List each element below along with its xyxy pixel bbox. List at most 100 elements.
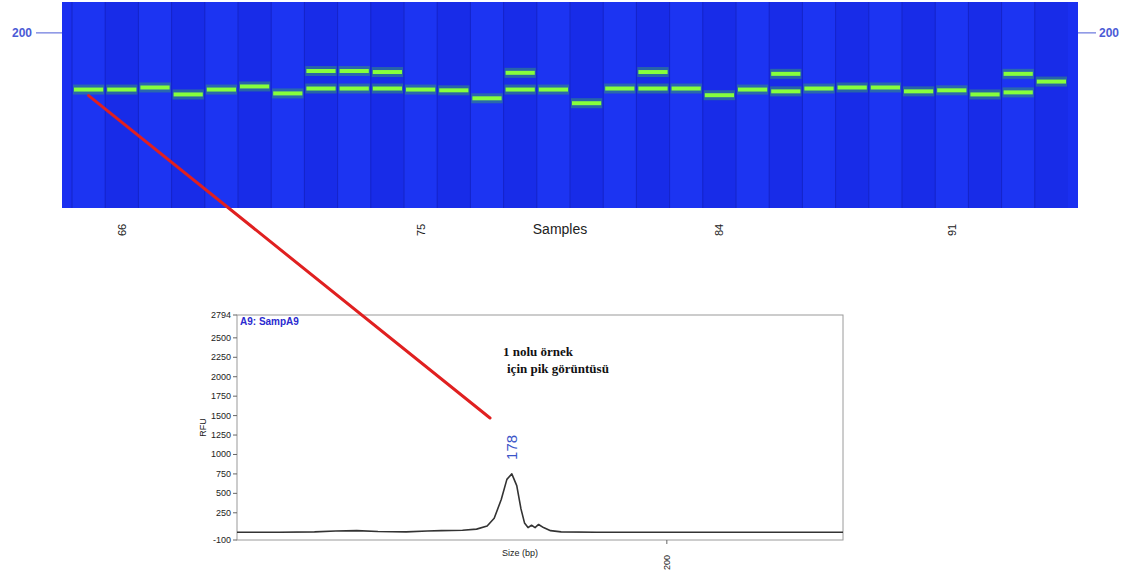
ytick	[233, 337, 237, 338]
gel-band	[505, 85, 536, 95]
gel-lane-border	[603, 2, 604, 208]
gel-lane	[304, 2, 337, 208]
gel-band-glow	[803, 84, 834, 94]
gel-band	[173, 89, 204, 99]
gel-band-core	[140, 85, 169, 89]
gel-band-glow	[837, 82, 868, 92]
gel-band-glow	[173, 89, 204, 99]
gel-band-core	[340, 87, 369, 91]
gel-lane	[338, 2, 371, 208]
gel-band	[505, 68, 536, 78]
gel-band	[969, 89, 1000, 99]
gel-band-glow	[1003, 87, 1034, 97]
ytick	[233, 357, 237, 358]
gel-band-glow	[305, 66, 336, 76]
gel-lane-border	[636, 2, 637, 208]
gel-band-glow	[305, 84, 336, 94]
gel-band-glow	[73, 85, 104, 95]
ytick-label: 2794	[211, 310, 231, 320]
gel-band-core	[506, 88, 535, 92]
gel-lane-border	[902, 2, 903, 208]
gel-band-core	[705, 93, 734, 97]
gel-band	[770, 69, 801, 79]
gel-lane	[836, 2, 869, 208]
gel-lane	[769, 2, 802, 208]
gel-lane	[869, 2, 902, 208]
gel-band-core	[174, 92, 203, 96]
gel-lane-border	[1034, 2, 1035, 208]
ytick-label: 500	[216, 488, 231, 498]
gel-lane-border	[271, 2, 272, 208]
gel-lane	[437, 2, 470, 208]
gel-band-glow	[538, 85, 569, 95]
gel-lane-border	[868, 2, 869, 208]
panel-title: A9: SampA9	[240, 316, 299, 327]
gel-band	[372, 84, 403, 94]
gel-band-core	[539, 88, 568, 92]
gel-band-glow	[139, 82, 170, 92]
annotation-text: 1 nolu örnek	[503, 344, 574, 359]
gel-lane-border	[802, 2, 803, 208]
gel-band	[239, 81, 270, 91]
gel-band-glow	[372, 84, 403, 94]
gel-band	[936, 85, 967, 95]
gel-band	[139, 82, 170, 92]
gel-lane-border	[1001, 2, 1002, 208]
ytick-label: -100	[213, 535, 231, 545]
gel-band-core	[672, 87, 701, 91]
gel-band	[305, 66, 336, 76]
gel-lane-border	[105, 2, 106, 208]
gel-band-glow	[671, 84, 702, 94]
ytick-label: 750	[216, 469, 231, 479]
gel-band-glow	[770, 86, 801, 96]
gel-band-core	[638, 87, 667, 91]
trace-line	[237, 474, 843, 532]
gel-band-core	[273, 91, 302, 95]
gel-band-core	[506, 71, 535, 75]
gel-band	[704, 90, 735, 100]
gel-lane	[670, 2, 703, 208]
gel-band-core	[306, 87, 335, 91]
gel-band-core	[340, 69, 369, 73]
gel-band-glow	[339, 66, 370, 76]
gel-lane-border	[238, 2, 239, 208]
gel-band-glow	[272, 88, 303, 98]
gel-band-glow	[604, 84, 635, 94]
gel-lane	[968, 2, 1001, 208]
ytick	[233, 396, 237, 397]
gel-lane	[570, 2, 603, 208]
gel-band-glow	[106, 85, 137, 95]
gel-band	[339, 66, 370, 76]
gel-band-core	[373, 87, 402, 91]
gel-band-core	[207, 88, 236, 92]
gel-band-glow	[1003, 69, 1034, 79]
gel-band-glow	[438, 85, 469, 95]
gel-band	[803, 84, 834, 94]
gel-band-glow	[870, 82, 901, 92]
xtick	[666, 540, 667, 544]
gel-band-core	[771, 89, 800, 93]
gel-lane-border	[503, 2, 504, 208]
gel-band-glow	[471, 93, 502, 103]
gel-band-glow	[505, 85, 536, 95]
gel-band	[1003, 69, 1034, 79]
ytick	[233, 376, 237, 377]
gel-lane-border	[171, 2, 172, 208]
gel-lane	[902, 2, 935, 208]
ylabel: RFU	[198, 418, 208, 437]
ytick-label: 250	[216, 508, 231, 518]
gel-band-core	[1004, 90, 1033, 94]
gel-band	[272, 88, 303, 98]
gel-band	[604, 84, 635, 94]
trace-group	[237, 474, 843, 532]
gel-lane-border	[968, 2, 969, 208]
gel-band-core	[970, 92, 999, 96]
gel-lane	[138, 2, 171, 208]
gel-xtick-label: 91	[946, 224, 958, 236]
gel-band	[1003, 87, 1034, 97]
gel-band-glow	[372, 67, 403, 77]
gel-lane	[636, 2, 669, 208]
gel-band	[339, 84, 370, 94]
xlabel: Size (bp)	[502, 548, 538, 558]
gel-band	[206, 85, 237, 95]
